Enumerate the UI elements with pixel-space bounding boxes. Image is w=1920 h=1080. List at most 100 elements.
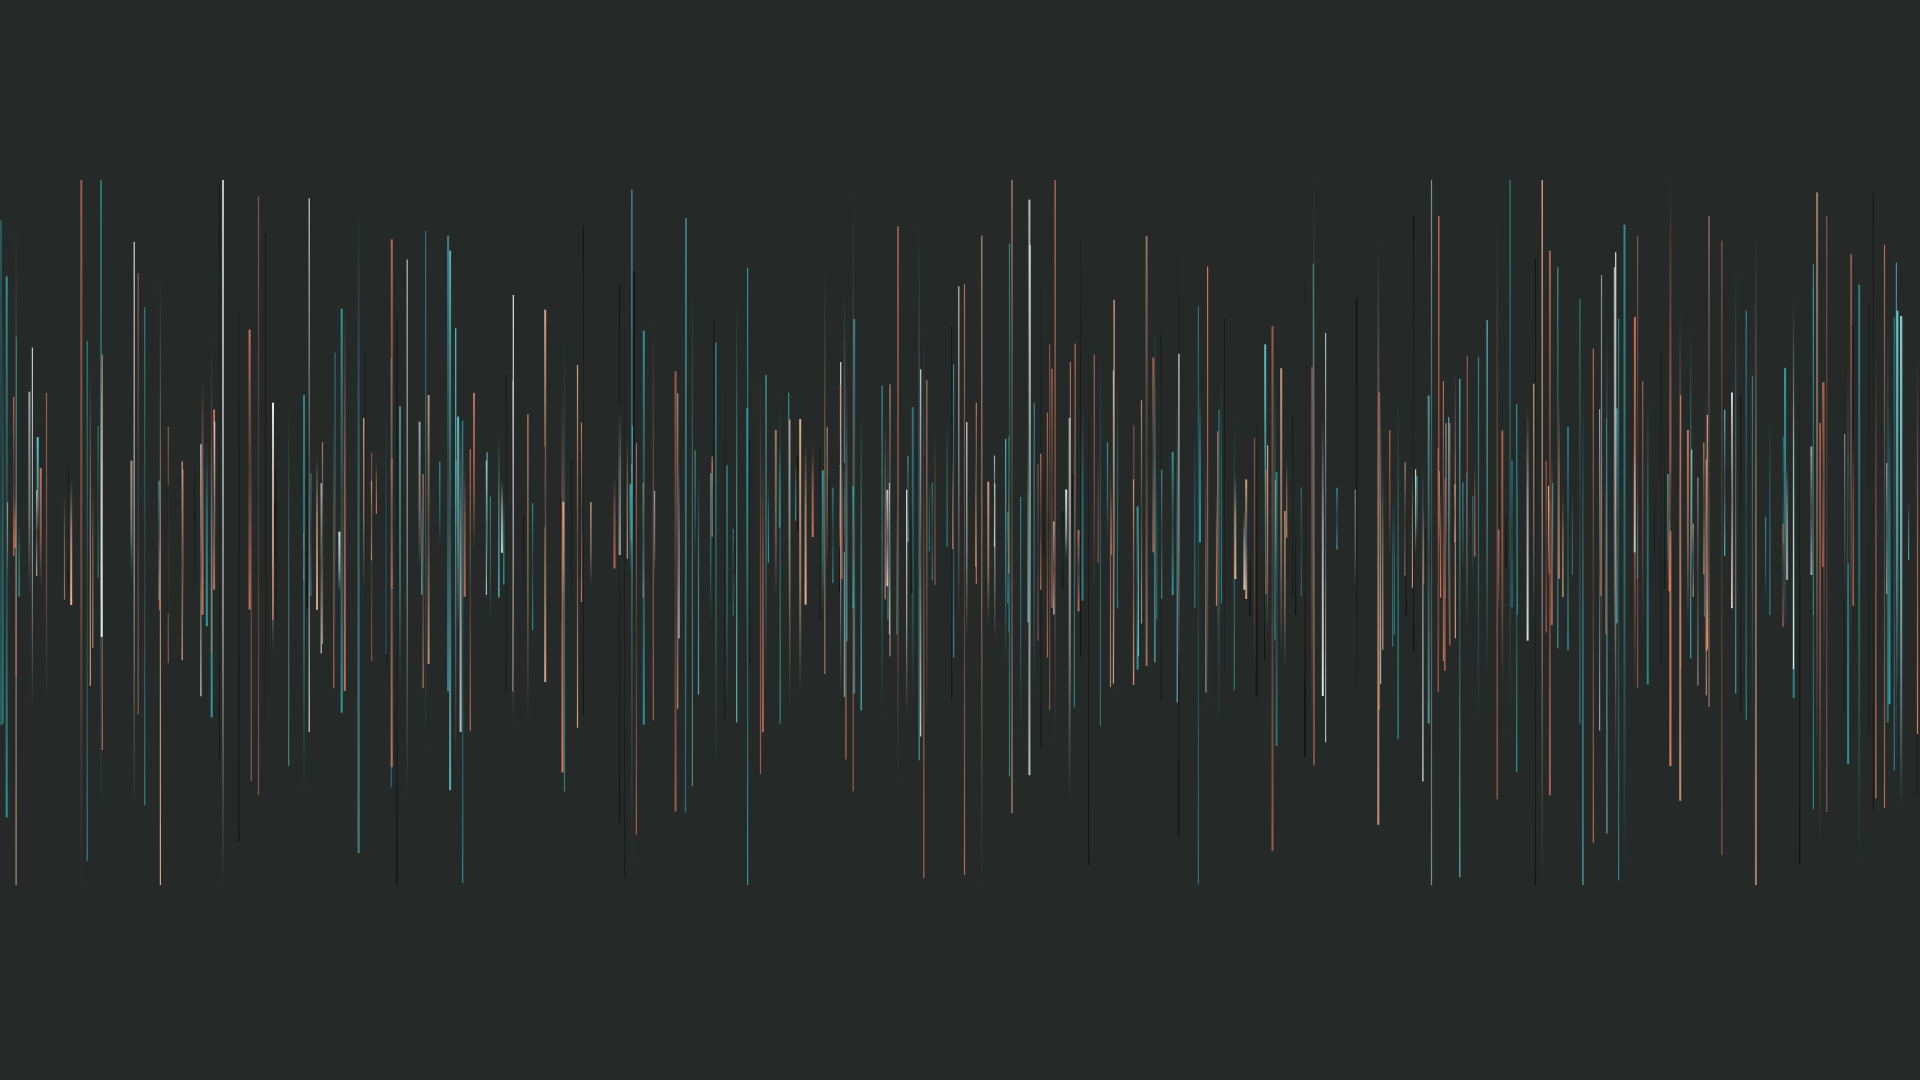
waveform-line (86, 341, 88, 861)
waveform-line (767, 484, 769, 563)
waveform-line (1562, 492, 1564, 597)
waveform-line (439, 461, 441, 547)
waveform-line (1690, 329, 1692, 659)
waveform-line (934, 431, 936, 585)
waveform-line (1646, 400, 1649, 685)
waveform-line (1812, 287, 1814, 616)
waveform-line (1449, 423, 1451, 646)
waveform-line (1043, 460, 1045, 556)
waveform-line (1437, 448, 1439, 693)
waveform-line (579, 452, 581, 578)
waveform-line (1377, 243, 1380, 825)
waveform-line (1140, 400, 1143, 624)
waveform-lines (0, 180, 1919, 886)
waveform-line (1194, 429, 1196, 608)
waveform-line (1113, 299, 1115, 692)
waveform-line (1112, 370, 1114, 684)
waveform-line (1745, 310, 1747, 721)
waveform-line (512, 295, 514, 724)
waveform-line (1300, 487, 1302, 596)
waveform-line (527, 414, 529, 721)
waveform-line (1558, 398, 1560, 579)
waveform-line (1633, 437, 1636, 553)
waveform-line (946, 418, 948, 547)
waveform-line (70, 479, 73, 605)
waveform-line (1615, 252, 1617, 771)
waveform-line (498, 436, 500, 598)
waveform-line (1810, 446, 1813, 576)
waveform-line (275, 434, 277, 620)
waveform-line (1754, 230, 1757, 885)
waveform-line (1008, 243, 1011, 777)
waveform-line (462, 420, 464, 883)
waveform-line (1505, 504, 1507, 568)
waveform-line (778, 443, 781, 528)
waveform-line (1397, 397, 1399, 739)
waveform-line (1782, 523, 1784, 627)
waveform-line (1354, 489, 1356, 590)
waveform-line (1088, 312, 1090, 865)
waveform-line (1579, 298, 1581, 724)
waveform-line (1275, 471, 1278, 746)
waveform-line (1751, 375, 1753, 727)
waveform-line (1223, 318, 1226, 728)
waveform-line (631, 189, 633, 871)
waveform-line (832, 487, 834, 583)
waveform-line (1133, 425, 1135, 684)
waveform-line (500, 479, 503, 553)
waveform-line (222, 180, 224, 885)
waveform-line (333, 410, 335, 689)
waveform-line (1732, 377, 1734, 607)
waveform-line (159, 278, 161, 885)
waveform-line (1599, 409, 1601, 731)
waveform-line (1325, 332, 1327, 743)
waveform-line (1735, 269, 1737, 694)
waveform-line (1081, 407, 1084, 601)
waveform-line (907, 455, 909, 542)
waveform-line (543, 446, 546, 527)
waveform-line (691, 279, 693, 787)
waveform-line (624, 180, 626, 877)
waveform-line (1199, 390, 1201, 543)
waveform-line (821, 470, 824, 612)
waveform-line (288, 405, 290, 766)
waveform-line (1605, 418, 1608, 627)
waveform-line (1765, 516, 1767, 601)
waveform-line (390, 239, 393, 768)
waveform-line (334, 352, 336, 639)
waveform-line (1427, 395, 1430, 724)
waveform-line (1613, 267, 1615, 676)
waveform-line (1097, 451, 1099, 563)
waveform-line (795, 462, 797, 521)
waveform-line (896, 505, 898, 635)
waveform-line (1415, 469, 1417, 557)
waveform-line (505, 374, 507, 692)
waveform-line (1295, 514, 1297, 616)
waveform-line (1821, 382, 1824, 567)
waveform-line (1486, 320, 1488, 672)
waveform-line (321, 442, 324, 644)
waveform-line (1313, 180, 1315, 766)
waveform-line (200, 444, 202, 697)
waveform-line (1900, 316, 1903, 801)
waveform-line (838, 466, 840, 593)
waveform-line (711, 462, 713, 536)
waveform-line (1080, 180, 1082, 658)
waveform-line (779, 394, 781, 724)
waveform-line (1093, 354, 1095, 594)
waveform-line (860, 413, 862, 711)
waveform-line (1109, 450, 1112, 688)
waveform-line (1154, 327, 1156, 663)
waveform-line (1137, 502, 1139, 657)
waveform-line (852, 486, 855, 608)
waveform-line (338, 531, 341, 594)
waveform-line (503, 497, 505, 585)
waveform-line (951, 325, 953, 700)
waveform-line (966, 421, 968, 640)
waveform-line (1886, 463, 1888, 594)
waveform-line (1255, 383, 1258, 697)
waveform-line (1117, 535, 1119, 597)
waveform-line (1858, 284, 1861, 862)
waveform-line (928, 478, 930, 552)
